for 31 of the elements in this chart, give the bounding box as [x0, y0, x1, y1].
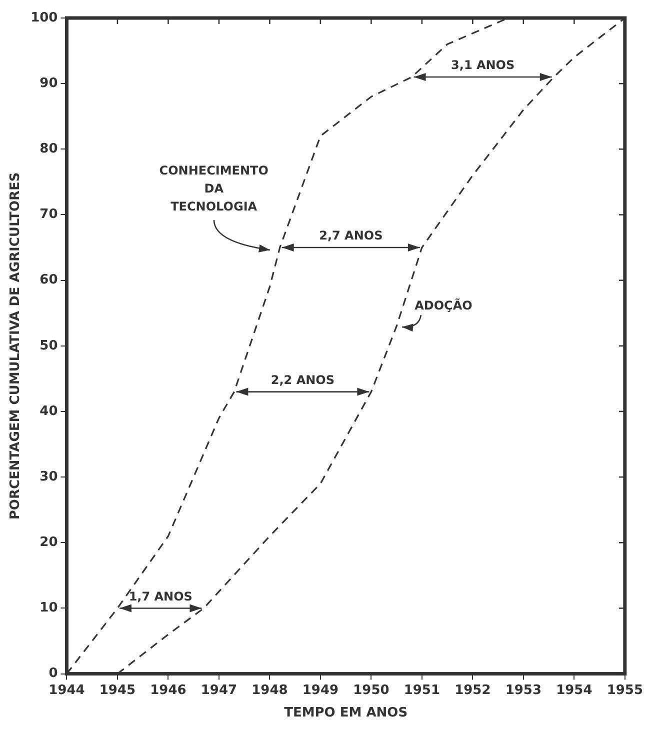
y-tick-label: 10 — [40, 600, 58, 616]
x-tick-label: 1948 — [252, 682, 288, 698]
x-tick-label: 1947 — [200, 682, 238, 698]
x-tick-label: 1944 — [48, 682, 85, 698]
annotation: 3,1 ANOS — [451, 58, 515, 72]
y-tick-label: 90 — [40, 76, 58, 91]
series-label: ADOÇÃO — [414, 297, 472, 312]
x-tick-label: 1955 — [606, 682, 644, 698]
x-tick-label: 1949 — [302, 682, 339, 698]
y-tick-label: 80 — [40, 142, 58, 157]
x-tick-label: 1954 — [556, 682, 592, 698]
x-tick-label: 1950 — [353, 682, 390, 698]
x-tick-label: 1946 — [150, 682, 186, 698]
y-tick-label: 0 — [48, 666, 58, 682]
y-tick-label: 70 — [40, 207, 58, 222]
y-tick-label: 60 — [40, 272, 58, 288]
y-tick-label: 40 — [40, 404, 58, 419]
x-tick-label: 1945 — [99, 682, 136, 698]
x-axis-title: TEMPO EM ANOS — [284, 706, 408, 721]
annotation: 2,2 ANOS — [270, 372, 334, 387]
x-tick-label: 1952 — [454, 682, 491, 698]
x-tick-label: 1951 — [404, 682, 440, 698]
annotation: 2,7 ANOS — [319, 228, 383, 243]
series-label: CONHECIMENTO DA TECNOLOGIA — [159, 164, 268, 214]
y-tick-label: 30 — [40, 469, 58, 484]
y-tick-label: 100 — [30, 10, 58, 26]
x-tick-label: 1953 — [505, 682, 542, 698]
y-axis-title: PORCENTAGEM CUMULATIVA DE AGRICULTORES — [8, 172, 24, 520]
y-tick-label: 20 — [40, 535, 58, 550]
annotation: 1,7 ANOS — [128, 589, 192, 604]
y-tick-label: 50 — [40, 338, 58, 354]
